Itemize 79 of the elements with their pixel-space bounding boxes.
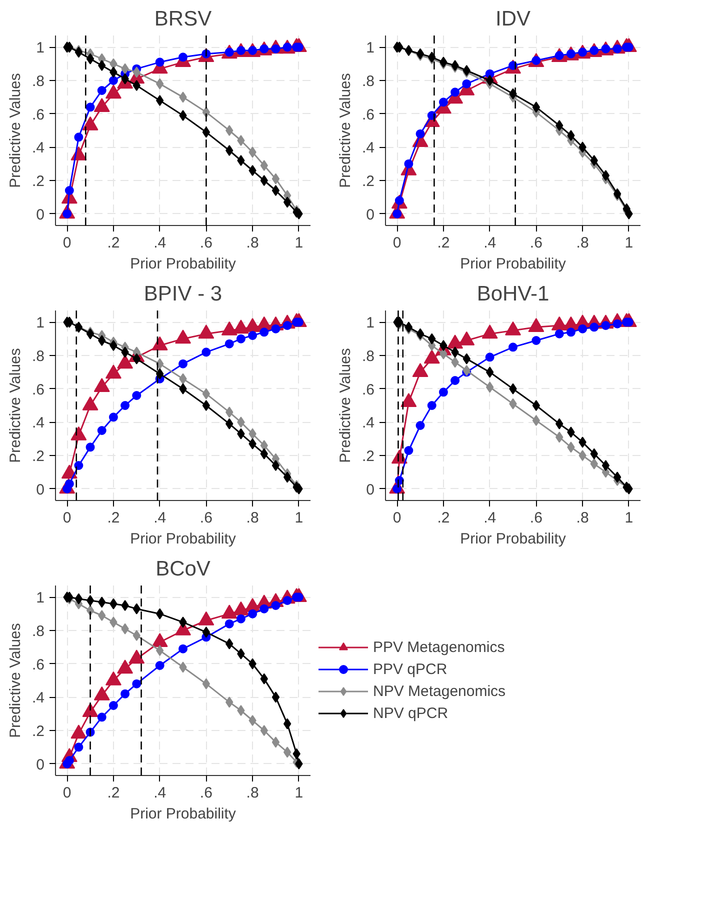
x-tick-label: .6 [200, 234, 212, 252]
x-tick-label: .6 [530, 234, 542, 252]
legend-label: PPV qPCR [373, 660, 448, 679]
y-tick-label: 0 [36, 756, 44, 774]
y-tick-label: 1 [36, 590, 44, 607]
x-axis-title: Prior Probability [460, 530, 566, 548]
x-tick-label: 0 [62, 510, 72, 526]
x-axis-title: Prior Probability [130, 806, 236, 822]
y-tick-label: 1 [36, 40, 44, 57]
x-tick-label: .8 [246, 234, 259, 252]
y-tick-label: .2 [32, 448, 45, 465]
y-tick-label: .8 [32, 73, 45, 90]
x-axis-title: Prior Probability [130, 530, 236, 548]
x-tick-label: .6 [200, 510, 212, 526]
x-tick-label: .8 [576, 234, 589, 252]
x-tick-label: 1 [294, 234, 304, 252]
x-tick-label: 0 [392, 510, 402, 526]
y-tick-label: .6 [32, 106, 45, 124]
y-tick-label: 0 [366, 206, 374, 224]
y-tick-label: .2 [362, 173, 375, 190]
y-axis-title: Predictive Values [6, 348, 24, 463]
y-tick-label: 1 [366, 40, 374, 57]
y-tick-label: .6 [362, 106, 375, 124]
y-tick-label: 0 [366, 481, 374, 498]
x-tick-label: 0 [62, 784, 72, 802]
y-tick-label: .4 [362, 414, 375, 432]
y-axis-title: Predictive Values [336, 73, 354, 188]
legend-label: PPV Metagenomics [373, 638, 506, 657]
x-tick-label: .2 [107, 234, 120, 252]
x-tick-label: .8 [246, 510, 259, 526]
x-axis-title: Prior Probability [130, 256, 236, 272]
y-tick-label: .8 [32, 623, 45, 640]
chart-title: BoHV-1 [476, 282, 550, 306]
y-tick-label: .2 [32, 173, 45, 190]
y-tick-label: .6 [32, 381, 45, 398]
x-tick-label: .6 [530, 510, 542, 526]
x-tick-label: .4 [154, 784, 166, 802]
y-tick-label: .8 [362, 73, 375, 90]
y-tick-label: 0 [36, 206, 44, 224]
chart-title: IDV [495, 8, 531, 30]
y-tick-label: 1 [36, 314, 44, 332]
x-tick-label: 1 [624, 510, 634, 526]
x-tick-label: .6 [200, 784, 212, 802]
x-tick-label: 1 [624, 234, 634, 252]
x-tick-label: .2 [437, 234, 450, 252]
y-tick-label: .8 [32, 348, 45, 365]
y-axis-title: Predictive Values [6, 623, 24, 738]
y-tick-label: .2 [362, 448, 375, 465]
x-tick-label: .4 [484, 510, 496, 526]
legend-label: NPV Metagenomics [373, 682, 507, 701]
x-tick-label: 0 [62, 234, 72, 252]
y-tick-label: .8 [362, 348, 375, 365]
x-tick-label: .2 [107, 784, 120, 802]
x-tick-label: .8 [576, 510, 589, 526]
y-tick-label: 1 [366, 314, 374, 332]
chart-title: BRSV [154, 8, 212, 30]
x-tick-label: .4 [484, 234, 496, 252]
legend-label: NPV qPCR [373, 704, 450, 723]
y-tick-label: .6 [362, 381, 375, 398]
chart-title: BPIV - 3 [144, 282, 222, 306]
x-tick-label: 0 [392, 234, 402, 252]
y-tick-label: .2 [32, 723, 45, 740]
x-tick-label: .4 [154, 234, 166, 252]
y-tick-label: .4 [32, 690, 45, 707]
y-axis-title: Predictive Values [336, 348, 354, 463]
chart-title: BCoV [156, 558, 210, 580]
y-tick-label: .4 [362, 140, 375, 157]
x-tick-label: 1 [294, 784, 304, 802]
x-tick-label: .2 [437, 510, 450, 526]
y-tick-label: .4 [32, 414, 45, 432]
y-tick-label: .6 [32, 656, 45, 674]
y-tick-label: .4 [32, 140, 45, 157]
x-tick-label: 1 [294, 510, 304, 526]
x-tick-label: .4 [154, 510, 166, 526]
x-tick-label: .2 [107, 510, 120, 526]
y-tick-label: 0 [36, 481, 44, 498]
y-axis-title: Predictive Values [6, 73, 24, 188]
x-axis-title: Prior Probability [460, 256, 566, 272]
x-tick-label: .8 [246, 784, 259, 802]
